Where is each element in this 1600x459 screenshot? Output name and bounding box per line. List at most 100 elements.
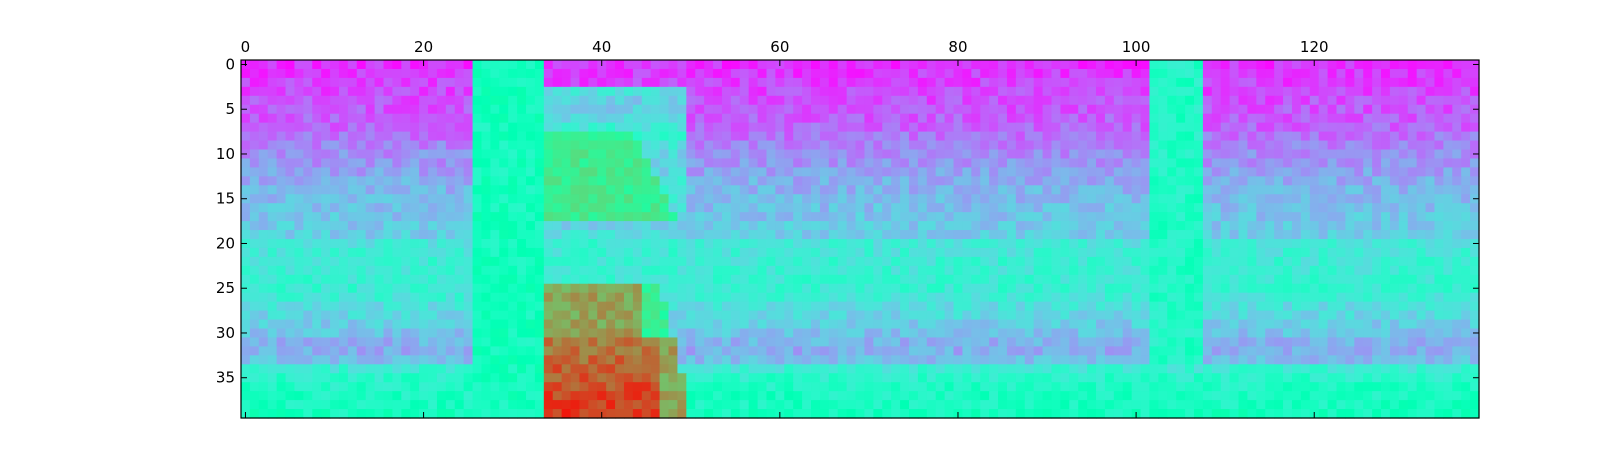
heatmap-cell	[428, 301, 438, 312]
heatmap-cell	[1131, 283, 1142, 294]
heatmap-cell	[1051, 167, 1061, 177]
heatmap-cell	[1309, 373, 1320, 383]
heatmap-cell	[1256, 337, 1266, 347]
heatmap-cell	[713, 337, 723, 347]
heatmap-cell	[1087, 68, 1097, 79]
heatmap-cell	[543, 319, 554, 330]
heatmap-cell	[338, 176, 349, 186]
heatmap-cell	[686, 185, 696, 195]
heatmap-cell	[428, 212, 438, 222]
heatmap-cell	[1443, 68, 1453, 79]
heatmap-cell	[552, 256, 563, 267]
heatmap-cell	[508, 167, 518, 177]
heatmap-cell	[846, 265, 857, 276]
heatmap-cell	[873, 364, 883, 374]
heatmap-cell	[1327, 337, 1338, 347]
heatmap-cell	[623, 203, 634, 213]
heatmap-cell	[998, 247, 1008, 258]
heatmap-cell	[1309, 301, 1320, 312]
heatmap-cell	[1176, 256, 1186, 267]
heatmap-cell	[944, 203, 955, 213]
heatmap-cell	[1229, 274, 1240, 285]
heatmap-cell	[1113, 364, 1124, 374]
heatmap-cell	[784, 122, 794, 133]
heatmap-cell	[686, 328, 696, 339]
heatmap-cell	[410, 122, 420, 133]
heatmap-cell	[463, 301, 474, 312]
heatmap-cell	[1078, 301, 1088, 312]
heatmap-cell	[846, 185, 857, 195]
heatmap-cell	[1158, 77, 1168, 88]
heatmap-cell	[721, 256, 732, 267]
heatmap-cell	[1176, 194, 1186, 204]
heatmap-cell	[481, 239, 491, 249]
heatmap-cell	[1006, 364, 1017, 374]
heatmap-cell	[695, 212, 705, 222]
heatmap-cell	[944, 68, 955, 79]
heatmap-cell	[900, 149, 910, 160]
heatmap-cell	[392, 346, 402, 356]
heatmap-cell	[819, 95, 830, 106]
heatmap-cell	[917, 77, 928, 88]
heatmap-cell	[837, 77, 848, 88]
heatmap-cell	[1006, 337, 1017, 347]
heatmap-cell	[517, 346, 527, 356]
heatmap-cell	[606, 140, 616, 151]
heatmap-cell	[668, 86, 679, 97]
heatmap-cell	[1461, 230, 1471, 240]
heatmap-cell	[989, 86, 999, 97]
heatmap-cell	[713, 104, 723, 115]
heatmap-cell	[338, 203, 349, 213]
heatmap-cell	[383, 60, 394, 70]
heatmap-cell	[980, 337, 990, 347]
heatmap-cell	[1452, 149, 1462, 160]
heatmap-cell	[1069, 355, 1079, 365]
heatmap-cell	[303, 283, 313, 294]
heatmap-cell	[1416, 212, 1427, 222]
heatmap-cell	[891, 60, 901, 70]
heatmap-cell	[1345, 301, 1355, 312]
heatmap-cell	[312, 301, 322, 312]
heatmap-cell	[1060, 68, 1070, 79]
heatmap-cell	[249, 364, 260, 374]
heatmap-cell	[953, 301, 964, 312]
heatmap-cell	[704, 256, 714, 267]
heatmap-cell	[445, 86, 456, 97]
heatmap-cell	[1381, 140, 1391, 151]
heatmap-cell	[882, 274, 892, 285]
heatmap-cell	[980, 319, 990, 330]
heatmap-cell	[989, 283, 999, 294]
heatmap-cell	[1265, 230, 1275, 240]
heatmap-cell	[739, 364, 750, 374]
heatmap-cell	[1078, 203, 1088, 213]
heatmap-cell	[1122, 167, 1133, 177]
heatmap-cell	[793, 212, 803, 222]
heatmap-cell	[445, 292, 456, 303]
heatmap-cell	[1381, 283, 1391, 294]
heatmap-cell	[1176, 337, 1186, 347]
heatmap-cell	[1211, 176, 1222, 186]
heatmap-cell	[267, 346, 278, 356]
heatmap-cell	[401, 194, 411, 204]
heatmap-cell	[837, 328, 848, 339]
heatmap-cell	[864, 95, 874, 106]
heatmap-cell	[944, 328, 955, 339]
heatmap-cell	[294, 283, 304, 294]
heatmap-cell	[641, 86, 652, 97]
heatmap-cell	[1122, 113, 1133, 124]
heatmap-cell	[900, 68, 910, 79]
heatmap-cell	[1283, 221, 1293, 231]
heatmap-cell	[1087, 274, 1097, 285]
heatmap-cell	[588, 355, 598, 365]
heatmap-cell	[490, 239, 500, 249]
heatmap-cell	[1202, 95, 1213, 106]
heatmap-cell	[1024, 364, 1035, 374]
heatmap-cell	[811, 310, 821, 321]
heatmap-cell	[419, 149, 429, 160]
heatmap-cell	[891, 230, 901, 240]
heatmap-cell	[659, 212, 670, 222]
heatmap-cell	[1363, 355, 1373, 365]
heatmap-cell	[944, 364, 955, 374]
heatmap-cell	[659, 122, 670, 133]
heatmap-cell	[1176, 68, 1186, 79]
